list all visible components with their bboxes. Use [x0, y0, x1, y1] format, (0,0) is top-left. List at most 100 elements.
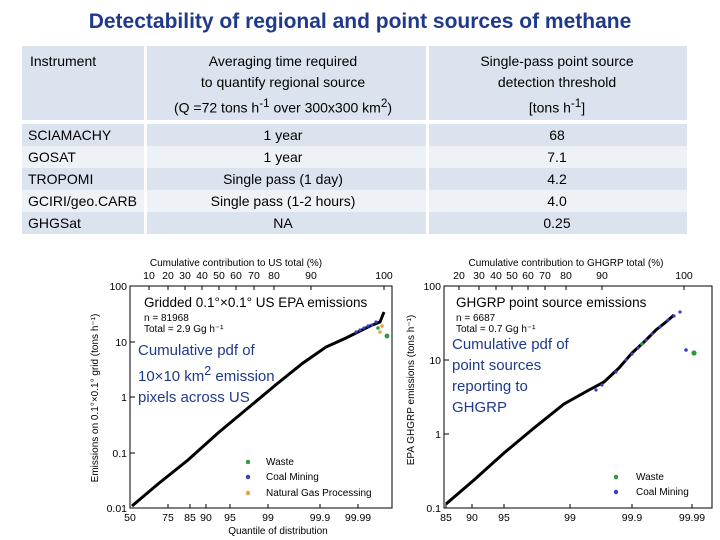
cell-instrument: GCIRI/geo.CARB — [28, 193, 137, 209]
top-tick-label: 90 — [305, 270, 317, 282]
legend-coal: Coal Mining — [266, 472, 319, 483]
column-divider — [426, 46, 429, 239]
x-tick-label: 75 — [162, 512, 174, 524]
y-tick-label: 0.1 — [426, 503, 441, 515]
top-tick-label: 50 — [506, 270, 518, 282]
legend-waste-marker — [613, 474, 619, 480]
top-tick-label: 40 — [196, 270, 208, 282]
x-axis-label: Quantile of distribution — [228, 526, 328, 537]
x-tick-label: 99.9 — [622, 512, 643, 524]
x-tick-label: 99 — [262, 512, 274, 524]
y-axis-label: Emissions on 0.1°×0.1° grid (tons h⁻¹) — [90, 314, 101, 483]
y-tick-label: 10 — [429, 355, 441, 367]
top-tick-label: 20 — [162, 270, 174, 282]
legend-coal-marker — [613, 489, 619, 495]
table-row: GOSAT 1 year 7.1 — [22, 146, 687, 168]
cell-instrument: TROPOMI — [28, 171, 94, 187]
x-tick-label: 99.99 — [679, 512, 705, 524]
table-row: TROPOMI Single pass (1 day) 4.2 — [22, 168, 687, 190]
x-tick-label: 90 — [200, 512, 212, 524]
legend-gas: Natural Gas Processing — [266, 488, 372, 499]
panel-stat-n: n = 6687 — [456, 313, 496, 324]
top-tick-label: 80 — [560, 270, 572, 282]
panel-title: Gridded 0.1°×0.1° US EPA emissions — [144, 295, 368, 310]
legend-waste: Waste — [266, 457, 294, 468]
coal-mining-points — [354, 320, 378, 334]
x-tick-label: 95 — [498, 512, 510, 524]
header-averaging-time: Averaging time required to quantify regi… — [173, 53, 393, 116]
top-tick-label: 30 — [179, 270, 191, 282]
cell-threshold: 4.2 — [547, 171, 567, 187]
top-tick-label: 60 — [522, 270, 534, 282]
top-tick-label: 10 — [143, 270, 155, 282]
legend: Waste Coal Mining — [613, 472, 689, 498]
panel-title: GHGRP point source emissions — [456, 295, 647, 310]
gas-processing-point — [380, 324, 384, 328]
x-tick-label: 85 — [184, 512, 196, 524]
table-row: GHGSat NA 0.25 — [22, 212, 687, 234]
top-axis-label: Cumulative contribution to GHGRP total (… — [469, 258, 664, 269]
y-tick-label: 0.1 — [112, 448, 127, 460]
cell-averaging: Single pass (1 day) — [223, 171, 343, 187]
top-tick-label: 30 — [473, 270, 485, 282]
y-tick-label: 100 — [109, 281, 127, 293]
cell-threshold: 68 — [549, 127, 565, 143]
x-tick-label: 85 — [440, 512, 452, 524]
top-tick-label: 70 — [248, 270, 260, 282]
annotation-left: Cumulative pdf of 10×10 km2 emission pix… — [138, 342, 275, 406]
table-separator — [22, 120, 687, 124]
panel-stat-total: Total = 2.9 Gg h⁻¹ — [144, 324, 224, 335]
cell-averaging: 1 year — [263, 149, 303, 165]
header-detection-threshold: Single-pass point source detection thres… — [480, 53, 634, 116]
legend-coal: Coal Mining — [636, 487, 689, 498]
top-axis-label: Cumulative contribution to US total (%) — [150, 258, 322, 269]
x-tick-label: 99.9 — [310, 512, 331, 524]
top-tick-label: 20 — [453, 270, 465, 282]
table-row: SCIAMACHY 1 year 68 — [22, 124, 687, 146]
cumulative-curve — [445, 313, 675, 506]
cell-instrument: GHGSat — [28, 215, 81, 231]
top-tick-label: 80 — [268, 270, 280, 282]
coal-mining-points — [594, 310, 688, 392]
annotation-right: Cumulative pdf of point sources reportin… — [452, 336, 569, 416]
slide-title: Detectability of regional and point sour… — [88, 10, 632, 33]
top-tick-label: 40 — [490, 270, 502, 282]
y-tick-label: 100 — [423, 281, 441, 293]
cell-threshold: 7.1 — [547, 149, 567, 165]
y-tick-label: 10 — [115, 337, 127, 349]
cell-instrument: GOSAT — [28, 149, 76, 165]
legend-gas-marker — [245, 490, 251, 496]
legend-waste-marker — [245, 459, 251, 465]
top-tick-label: 90 — [596, 270, 608, 282]
cell-averaging: NA — [273, 215, 293, 231]
x-tick-label: 50 — [124, 512, 136, 524]
x-tick-label: 99 — [564, 512, 576, 524]
top-tick-label: 50 — [213, 270, 225, 282]
table-row: GCIRI/geo.CARB Single pass (1-2 hours) 4… — [22, 190, 687, 212]
y-tick-label: 1 — [121, 392, 127, 404]
header-instrument: Instrument — [30, 53, 97, 69]
x-tick-label: 95 — [224, 512, 236, 524]
ghgrp-emissions-chart: Cumulative contribution to GHGRP total (… — [406, 258, 713, 524]
top-tick-label: 100 — [675, 270, 693, 282]
panel-stat-n: n = 81968 — [144, 313, 189, 324]
y-tick-label: 1 — [435, 429, 441, 441]
legend: Waste Coal Mining Natural Gas Processing — [245, 457, 372, 499]
legend-waste: Waste — [636, 472, 664, 483]
top-tick-label: 70 — [539, 270, 551, 282]
plot-frame — [443, 285, 713, 509]
waste-point — [640, 342, 644, 346]
waste-point — [376, 326, 380, 330]
waste-point — [691, 350, 697, 356]
x-tick-label: 99.99 — [345, 512, 371, 524]
waste-point — [384, 333, 390, 339]
gas-processing-point — [378, 330, 382, 334]
legend-coal-marker — [245, 474, 251, 480]
cell-instrument: SCIAMACHY — [28, 127, 112, 143]
y-tick-label: 0.01 — [107, 503, 128, 515]
y-axis-label: EPA GHGRP emissions (tons h⁻¹) — [406, 315, 417, 466]
top-tick-label: 100 — [375, 270, 393, 282]
table-header: Instrument Averaging time required to qu… — [22, 46, 687, 120]
cell-threshold: 4.0 — [547, 193, 567, 209]
cumulative-curve — [131, 311, 386, 508]
